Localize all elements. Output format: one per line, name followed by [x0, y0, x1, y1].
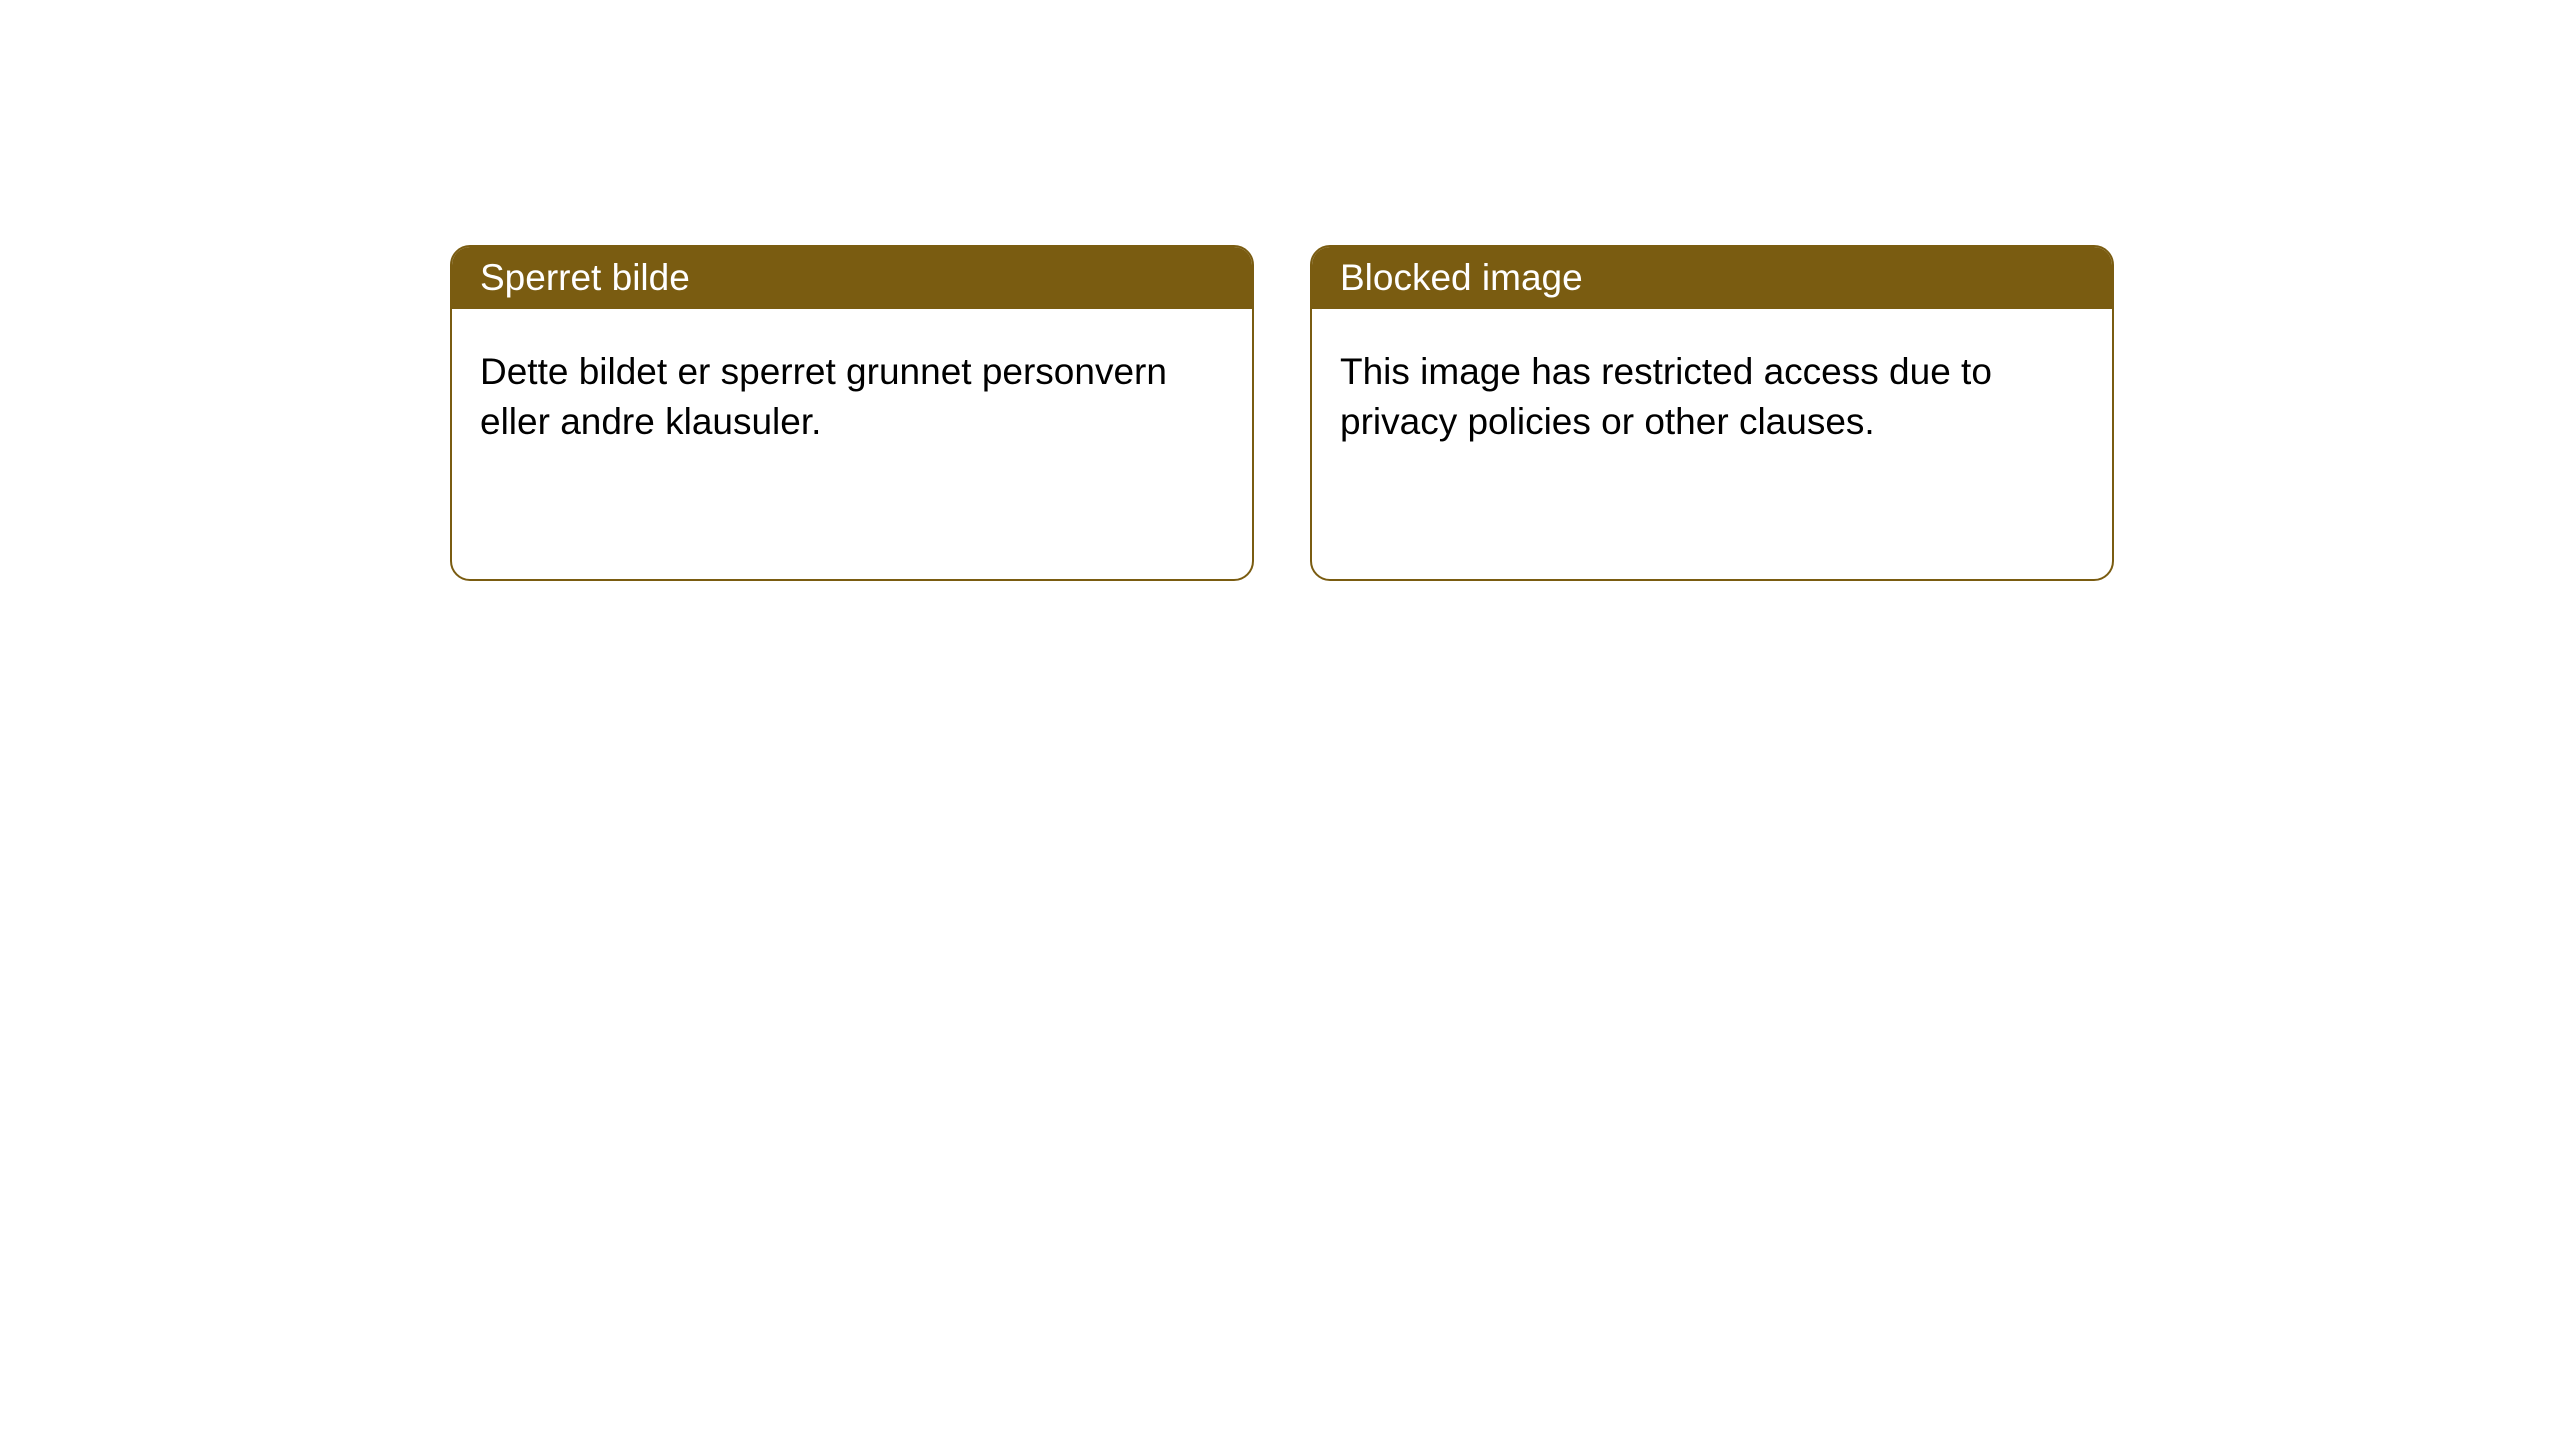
card-header: Sperret bilde	[452, 247, 1252, 309]
notice-card-norwegian: Sperret bilde Dette bildet er sperret gr…	[450, 245, 1254, 581]
card-body: Dette bildet er sperret grunnet personve…	[452, 309, 1252, 485]
card-title: Blocked image	[1340, 257, 1583, 298]
card-title: Sperret bilde	[480, 257, 690, 298]
card-body-text: Dette bildet er sperret grunnet personve…	[480, 351, 1167, 442]
card-body: This image has restricted access due to …	[1312, 309, 2112, 485]
notice-card-english: Blocked image This image has restricted …	[1310, 245, 2114, 581]
notice-cards-container: Sperret bilde Dette bildet er sperret gr…	[0, 0, 2560, 581]
card-body-text: This image has restricted access due to …	[1340, 351, 1992, 442]
card-header: Blocked image	[1312, 247, 2112, 309]
